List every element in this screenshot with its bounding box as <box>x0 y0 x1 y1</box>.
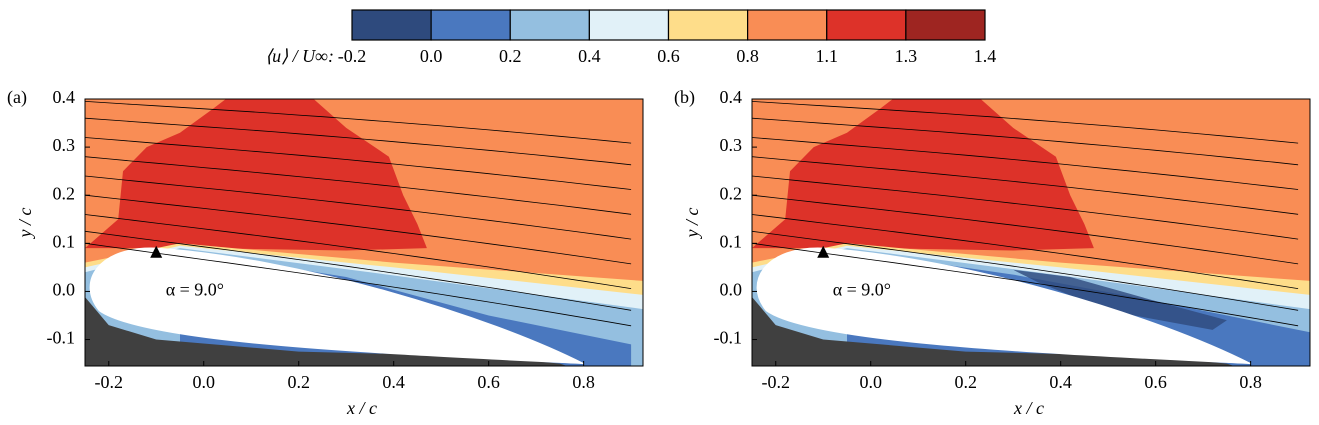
plot-frame <box>751 98 1311 367</box>
colorbar-segment <box>509 9 590 41</box>
x-tick-label: 0.2 <box>954 372 977 392</box>
colorbar-segment <box>588 9 670 41</box>
y-tick-label: -0.1 <box>47 328 76 348</box>
colorbar-segment <box>826 9 907 41</box>
colorbar-tick-label: 0.4 <box>578 46 601 66</box>
streamline <box>752 175 1299 240</box>
y-tick-label: 0.3 <box>53 135 76 155</box>
colorbar-segment <box>351 9 432 41</box>
x-tick-label: 0.8 <box>572 372 595 392</box>
streamline <box>85 117 632 166</box>
panel-label: (a) <box>7 87 27 108</box>
colorbar-tick-label: 0.0 <box>420 46 443 66</box>
colorbar-segment <box>667 9 749 41</box>
streamline <box>752 194 1299 265</box>
x-axis-label: x / c <box>1013 398 1044 418</box>
colorbar-segment <box>905 9 986 41</box>
trip-marker <box>817 245 830 258</box>
x-axis-label: x / c <box>346 398 377 418</box>
streamline <box>85 230 632 311</box>
streamline <box>752 230 1299 311</box>
y-tick-label: 0.0 <box>53 280 76 300</box>
y-tick-label: 0.1 <box>53 231 76 251</box>
x-tick-label: 0.4 <box>1049 372 1072 392</box>
airfoil <box>89 247 584 365</box>
x-tick-label: 0.6 <box>1144 372 1167 392</box>
x-tick-label: 0.0 <box>859 372 882 392</box>
x-tick-label: -0.2 <box>94 372 123 392</box>
shadow-region <box>752 296 1234 366</box>
colorbar-label: ⟨u⟩ / U∞: <box>265 46 334 66</box>
colorbar-tick-label: 0.8 <box>736 46 759 66</box>
y-tick-label: 0.1 <box>720 231 743 251</box>
colorbar-tick-label: 0.2 <box>499 46 522 66</box>
colorbar-segment <box>430 9 511 41</box>
streamline <box>85 101 632 144</box>
colorbar-tick-label: 1.1 <box>816 46 839 66</box>
x-tick-label: -0.2 <box>761 372 790 392</box>
panel-label: (b) <box>674 87 695 108</box>
streamline <box>752 117 1299 166</box>
streamline <box>85 214 632 289</box>
colorbar-segment <box>747 9 828 41</box>
annotation: α = 9.0° <box>166 280 224 300</box>
y-axis-label: y / c <box>682 208 702 240</box>
streamline <box>85 242 632 327</box>
contour-field <box>752 99 1310 366</box>
y-tick-label: 0.4 <box>720 87 743 107</box>
colorbar-tick-label: -0.2 <box>338 46 367 66</box>
streamline <box>752 101 1299 144</box>
colorbar-tick-label: 0.6 <box>657 46 680 66</box>
streamline <box>752 242 1299 327</box>
recirculation-core <box>1013 269 1227 330</box>
shadow-region <box>85 296 567 366</box>
contour-field <box>85 99 643 366</box>
x-tick-label: 0.6 <box>477 372 500 392</box>
streamline <box>85 175 632 240</box>
x-tick-label: 0.4 <box>382 372 405 392</box>
colorbar-tick-label: 1.4 <box>974 46 997 66</box>
y-tick-label: 0.3 <box>720 135 743 155</box>
streamline <box>752 156 1299 215</box>
x-tick-label: 0.0 <box>192 372 215 392</box>
y-tick-label: -0.1 <box>714 328 743 348</box>
x-tick-label: 0.8 <box>1239 372 1262 392</box>
airfoil <box>756 247 1251 365</box>
y-tick-label: 0.4 <box>53 87 76 107</box>
streamline <box>85 137 632 190</box>
streamline <box>752 214 1299 289</box>
y-tick-label: 0.2 <box>53 183 76 203</box>
streamline <box>85 194 632 265</box>
plot-frame <box>84 98 644 367</box>
y-tick-label: 0.2 <box>720 183 743 203</box>
x-tick-label: 0.2 <box>287 372 310 392</box>
streamline <box>752 137 1299 190</box>
y-tick-label: 0.0 <box>720 280 743 300</box>
trip-marker <box>150 245 163 258</box>
annotation: α = 9.0° <box>833 280 891 300</box>
streamline <box>85 156 632 215</box>
y-axis-label: y / c <box>15 208 35 240</box>
colorbar-tick-label: 1.3 <box>895 46 918 66</box>
